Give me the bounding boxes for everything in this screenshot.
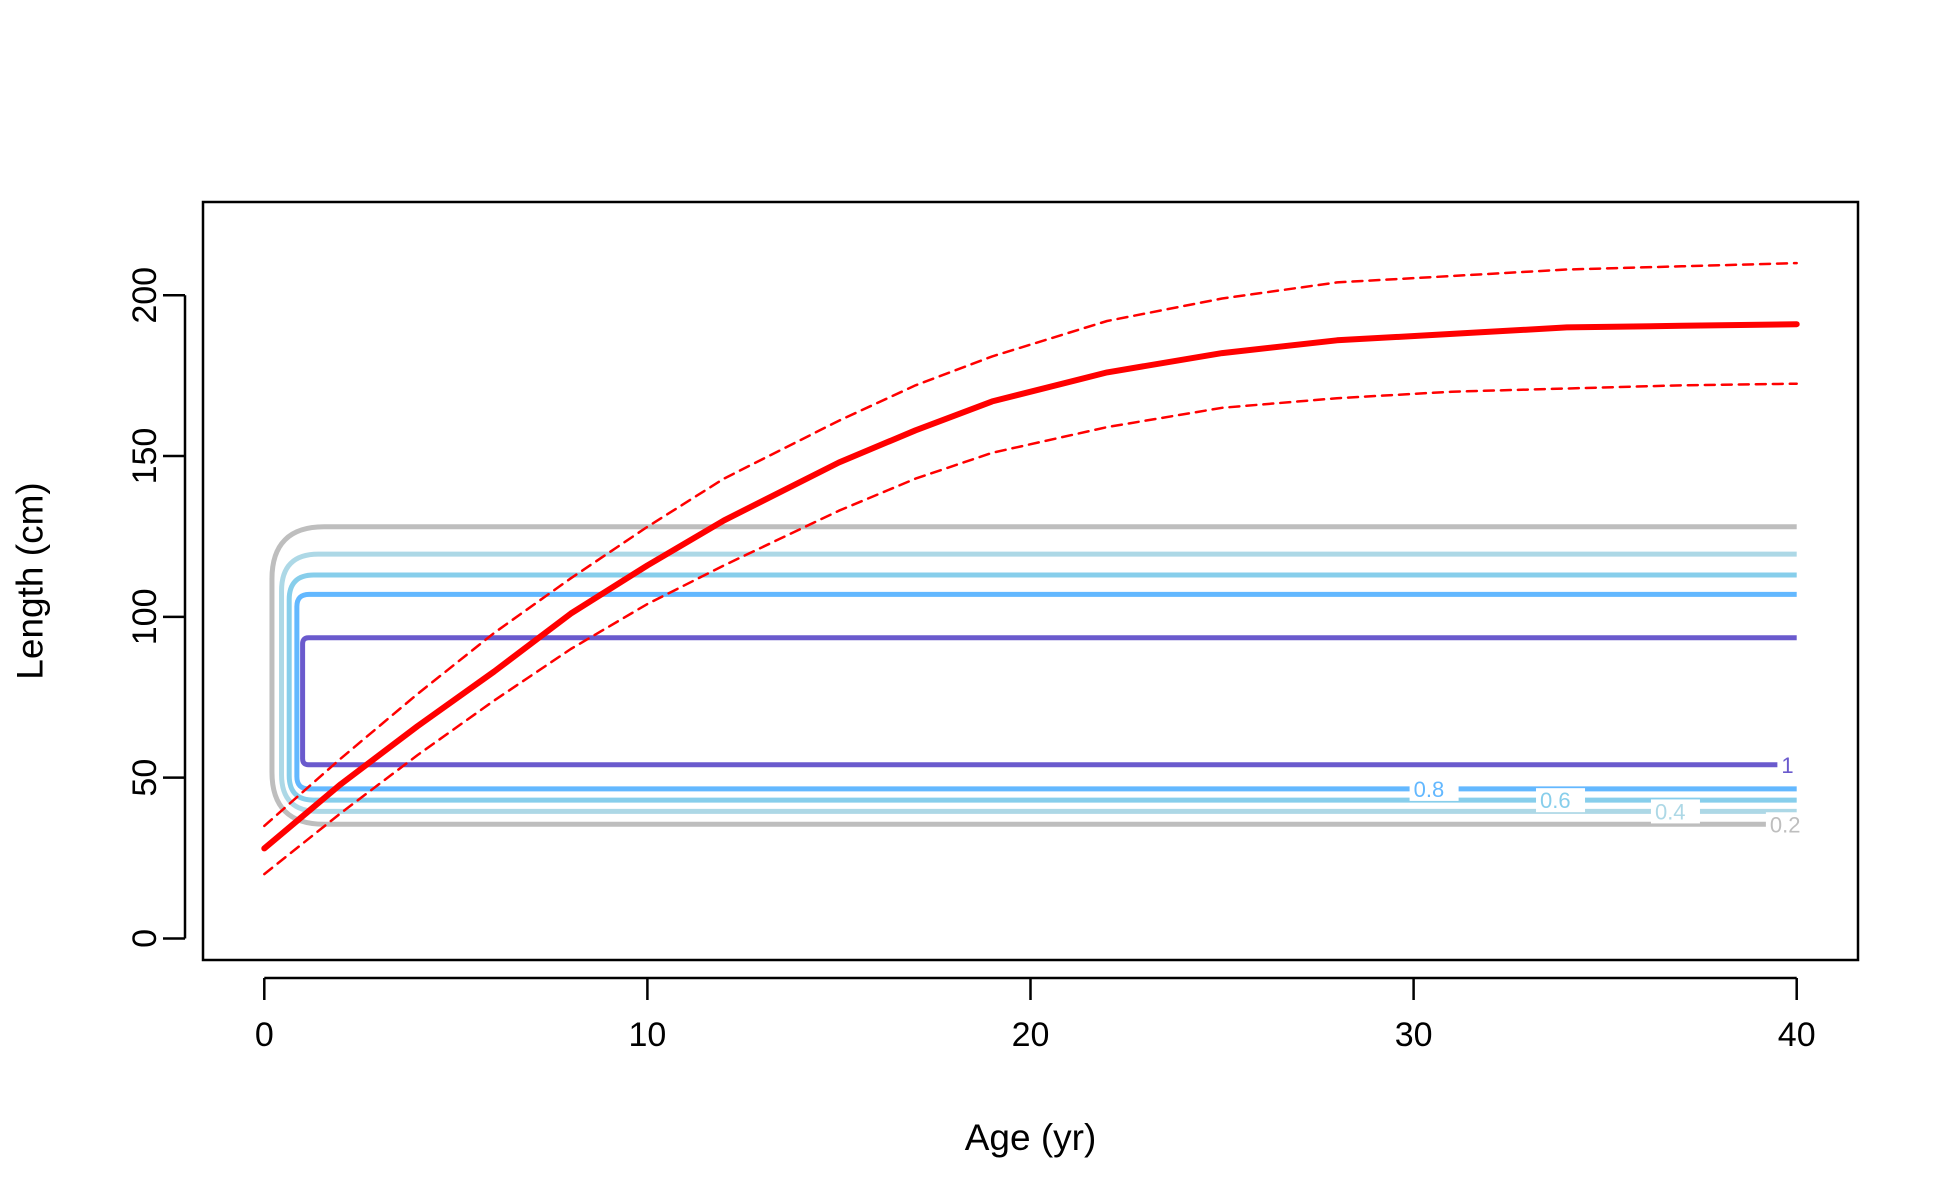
contour-label-4: 0.8 [1414,777,1445,802]
contour-label-gap [1777,752,1801,777]
y-axis-title: Length (cm) [10,482,51,679]
x-tick-label: 20 [1012,1016,1050,1054]
contour-line-3 [286,572,1797,803]
x-tick-label: 40 [1778,1016,1816,1054]
contour-line-2 [279,551,1797,814]
contour-line-4 [294,591,1797,792]
contour-label-1: 0.2 [1770,812,1801,837]
contour-layer [269,524,1797,827]
y-tick-label: 100 [126,588,164,645]
x-tick-label: 10 [628,1016,666,1054]
plot-frame [201,200,1860,962]
x-tick-label: 0 [255,1016,274,1054]
y-tick-label: 50 [126,759,164,797]
contour-label-5: 1 [1781,753,1793,778]
contour-label-3: 0.6 [1540,788,1571,813]
series-layer [261,261,1800,876]
contour-line-1 [269,524,1797,827]
contour-label-gap [1409,776,1459,801]
x-tick-label: 30 [1395,1016,1433,1054]
series-line-mean [261,321,1800,852]
contour-label-2: 0.4 [1655,799,1686,824]
contour-label-gap [1765,812,1815,837]
contour-label-gap [1536,788,1586,813]
y-tick-label: 150 [126,428,164,485]
contour-line-5 [300,635,1797,768]
contour-label-layer: 0.2 0.4 0.6 0.8 1 [1409,752,1815,837]
axes-layer: 0 10 20 30 40 0 50 100 150 200 [126,267,1816,1054]
series-line-lower [263,382,1798,876]
x-axis-title: Age (yr) [965,1117,1097,1158]
y-tick-label: 0 [126,929,164,948]
y-tick-label: 200 [126,267,164,324]
series-line-upper [263,261,1798,828]
contour-label-gap [1650,799,1700,824]
